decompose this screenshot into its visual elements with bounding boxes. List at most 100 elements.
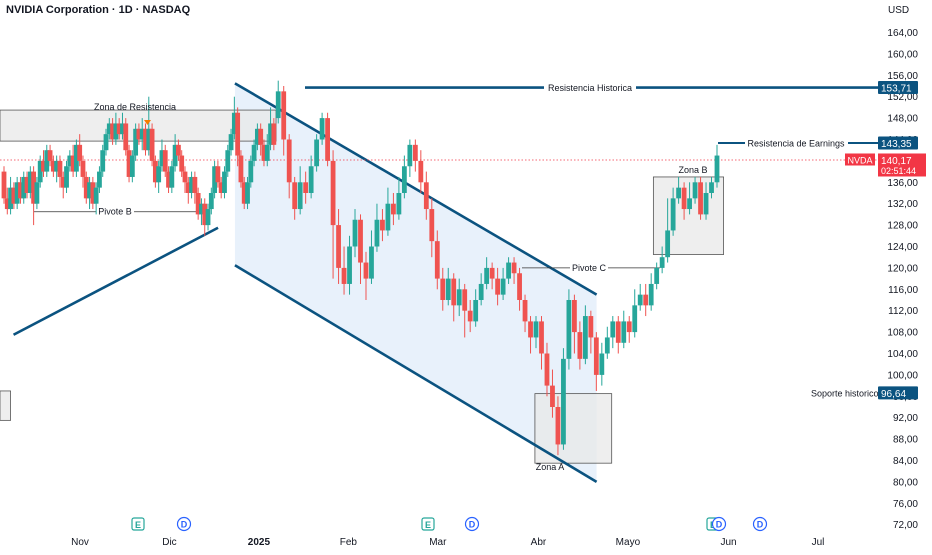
candle-body[interactable] — [709, 182, 714, 193]
candle-body[interactable] — [162, 150, 168, 172]
candle-body[interactable] — [172, 144, 178, 167]
candle-body[interactable] — [670, 198, 676, 231]
candle-body[interactable] — [44, 150, 50, 172]
candle-body[interactable] — [139, 128, 145, 140]
candle-body[interactable] — [698, 182, 703, 215]
candle-body[interactable] — [218, 182, 224, 193]
candle-body[interactable] — [254, 128, 260, 145]
candle-body[interactable] — [555, 407, 561, 445]
candle-body[interactable] — [582, 316, 588, 359]
candle-body[interactable] — [380, 219, 385, 231]
candle-body[interactable] — [621, 321, 627, 343]
candle-body[interactable] — [176, 144, 181, 156]
candle-body[interactable] — [110, 123, 115, 140]
candle-body[interactable] — [231, 112, 237, 135]
candle-body[interactable] — [18, 182, 23, 199]
candle-body[interactable] — [41, 160, 46, 172]
candle-body[interactable] — [8, 187, 13, 210]
candle-body[interactable] — [462, 289, 468, 311]
candle-body[interactable] — [473, 300, 479, 322]
candle-body[interactable] — [604, 337, 610, 354]
candle-body[interactable] — [314, 139, 320, 167]
candle-body[interactable] — [281, 91, 287, 140]
candle-body[interactable] — [325, 118, 330, 161]
candle-body[interactable] — [703, 193, 709, 215]
candle-body[interactable] — [363, 262, 369, 279]
candle-body[interactable] — [632, 305, 638, 333]
candle-body[interactable] — [429, 209, 435, 242]
candle-body[interactable] — [665, 230, 671, 258]
candle-body[interactable] — [215, 166, 221, 183]
candle-body[interactable] — [440, 278, 446, 300]
candle-body[interactable] — [336, 225, 341, 268]
candle-body[interactable] — [714, 155, 720, 183]
candle-body[interactable] — [692, 182, 698, 199]
candle-body[interactable] — [588, 316, 594, 338]
candle-body[interactable] — [4, 198, 10, 210]
candle-body[interactable] — [11, 187, 17, 204]
candle-body[interactable] — [561, 358, 566, 445]
candle-body[interactable] — [64, 166, 69, 188]
candle-body[interactable] — [93, 187, 99, 204]
candle-body[interactable] — [412, 144, 418, 161]
candle-body[interactable] — [225, 150, 231, 172]
candle-body[interactable] — [467, 310, 473, 322]
candle-body[interactable] — [77, 144, 83, 161]
earnings-marker-icon[interactable] — [131, 517, 145, 531]
candle-body[interactable] — [90, 182, 96, 204]
candle-body[interactable] — [245, 182, 250, 204]
candle-body[interactable] — [80, 160, 86, 177]
candle-body[interactable] — [451, 278, 457, 306]
channel-upper-line[interactable] — [234, 82, 598, 296]
candle-body[interactable] — [358, 219, 363, 263]
candle-body[interactable] — [593, 337, 599, 375]
candle-body[interactable] — [129, 155, 135, 177]
candle-body[interactable] — [407, 144, 413, 167]
candle-body[interactable] — [208, 193, 214, 210]
candle-body[interactable] — [418, 160, 424, 183]
candle-body[interactable] — [687, 198, 692, 210]
candle-body[interactable] — [166, 171, 171, 188]
candle-body[interactable] — [369, 246, 374, 279]
candle-body[interactable] — [70, 155, 76, 172]
candle-body[interactable] — [156, 166, 162, 183]
candle-body[interactable] — [478, 283, 484, 300]
candle-body[interactable] — [396, 193, 402, 215]
candle-body[interactable] — [50, 160, 56, 172]
candle-body[interactable] — [235, 112, 241, 156]
candle-body[interactable] — [484, 267, 490, 284]
candle-body[interactable] — [637, 294, 643, 306]
candle-body[interactable] — [654, 267, 660, 284]
candle-body[interactable] — [123, 123, 129, 151]
candle-body[interactable] — [495, 278, 501, 295]
candle-body[interactable] — [347, 246, 352, 284]
candle-body[interactable] — [189, 176, 194, 193]
candle-body[interactable] — [423, 182, 429, 210]
candle-body[interactable] — [489, 267, 495, 279]
candle-body[interactable] — [228, 134, 234, 151]
candle-body[interactable] — [73, 144, 79, 172]
candle-body[interactable] — [149, 128, 155, 161]
candle-body[interactable] — [60, 176, 66, 188]
candle-body[interactable] — [434, 241, 440, 279]
uptrend-line[interactable] — [12, 226, 219, 336]
candle-body[interactable] — [528, 321, 533, 338]
candle-body[interactable] — [268, 123, 273, 145]
earnings-marker-icon[interactable] — [421, 517, 435, 531]
candle-body[interactable] — [37, 160, 43, 183]
candle-body[interactable] — [106, 123, 112, 135]
candle-body[interactable] — [319, 118, 325, 140]
candle-body[interactable] — [116, 123, 122, 135]
candle-body[interactable] — [126, 150, 132, 177]
candle-body[interactable] — [182, 171, 188, 183]
candle-body[interactable] — [391, 203, 396, 215]
candle-body[interactable] — [212, 166, 218, 193]
candle-body[interactable] — [292, 182, 298, 210]
candle-body[interactable] — [539, 321, 544, 354]
candle-body[interactable] — [308, 166, 314, 193]
candle-body[interactable] — [456, 289, 462, 306]
candle-body[interactable] — [517, 273, 522, 300]
candle-body[interactable] — [97, 171, 102, 188]
